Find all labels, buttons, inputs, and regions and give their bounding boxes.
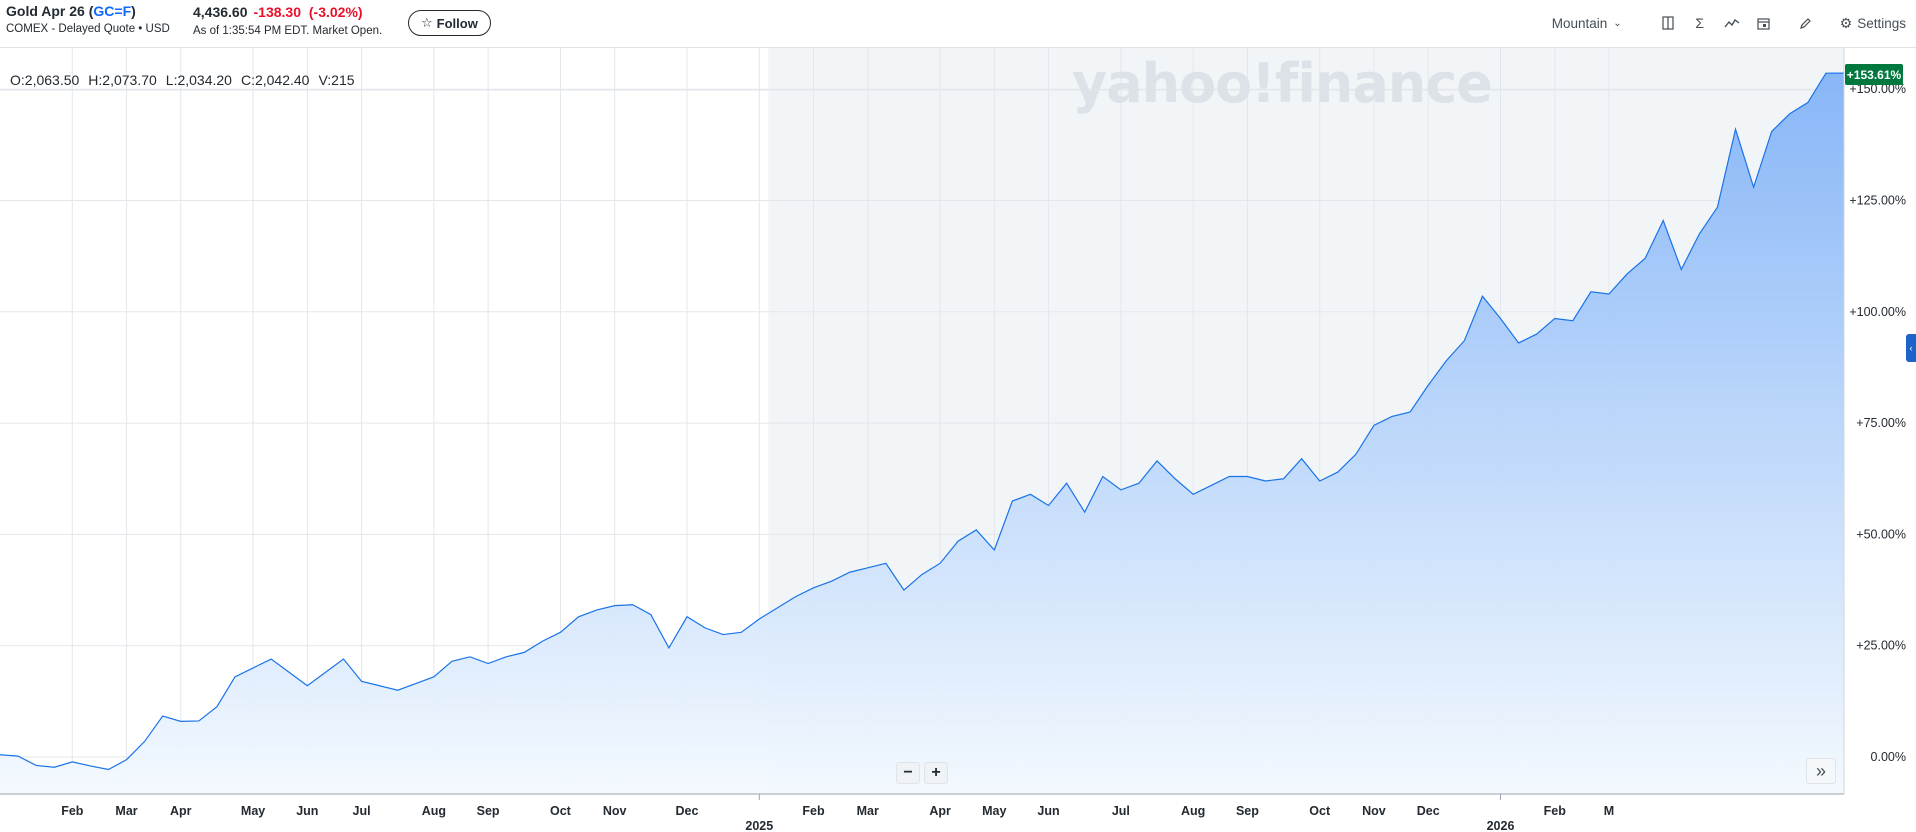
- double-chevron-right-icon: »: [1815, 760, 1826, 781]
- x-tick-label: Mar: [857, 804, 879, 818]
- high-value: H:2,073.70: [88, 72, 157, 88]
- volume-value: V:215: [318, 72, 355, 88]
- x-tick-label: Jul: [353, 804, 371, 818]
- quote-header: Gold Apr 26 (GC=F) COMEX - Delayed Quote…: [0, 0, 1916, 48]
- indicator-icon: [1724, 18, 1740, 28]
- settings-button[interactable]: ⚙ Settings: [1830, 0, 1916, 46]
- indicator-button[interactable]: [1716, 0, 1748, 46]
- x-tick-label: Feb: [1544, 804, 1567, 818]
- chart-type-dropdown[interactable]: Mountain ⌄: [1542, 0, 1632, 46]
- x-tick-label: Jun: [296, 804, 318, 818]
- indicators-sigma-button[interactable]: Σ: [1684, 0, 1716, 46]
- yahoo-finance-watermark: yahoo!finance: [1072, 52, 1493, 115]
- price-change: -138.30: [253, 4, 301, 20]
- chevron-left-icon: ‹: [1909, 343, 1913, 353]
- gear-icon: ⚙: [1839, 14, 1853, 31]
- sigma-icon: Σ: [1695, 15, 1704, 31]
- low-value: L:2,034.20: [165, 72, 232, 88]
- x-tick-label: Oct: [550, 804, 572, 818]
- year-label: 2026: [1487, 819, 1515, 832]
- date-range-button[interactable]: [1748, 0, 1780, 46]
- chevron-down-icon: ⌄: [1613, 17, 1622, 29]
- side-panel-tab[interactable]: ‹: [1906, 334, 1916, 362]
- exchange-label: COMEX - Delayed Quote • USD: [6, 23, 170, 35]
- x-tick-label: Nov: [1362, 804, 1386, 818]
- star-icon: ☆: [421, 15, 433, 30]
- pencil-icon: [1800, 17, 1812, 29]
- x-tick-label: Oct: [1309, 804, 1331, 818]
- minus-icon: −: [903, 764, 913, 781]
- settings-label: Settings: [1857, 15, 1906, 31]
- last-price: 4,436.60: [193, 4, 248, 20]
- price-row: 4,436.60 -138.30 (-3.02%): [193, 4, 382, 21]
- y-tick-label: +125.00%: [1849, 194, 1906, 208]
- y-tick-label: +150.00%: [1849, 82, 1906, 96]
- area-fill: [0, 73, 1844, 794]
- x-tick-label: Feb: [61, 804, 84, 818]
- x-tick-label: Dec: [1417, 804, 1440, 818]
- close-value: C:2,042.40: [240, 72, 310, 88]
- y-tick-label: +100.00%: [1849, 305, 1906, 319]
- symbol-title: Gold Apr 26 (GC=F): [6, 2, 170, 20]
- open-value: O:2,063.50: [10, 72, 80, 88]
- x-tick-label: Jul: [1112, 804, 1130, 818]
- title-prefix: Gold Apr 26 (: [6, 3, 94, 19]
- follow-button[interactable]: ☆ Follow: [408, 10, 491, 36]
- ohlc-readout: O:2,063.50 H:2,073.70 L:2,034.20 C:2,042.40…: [10, 72, 364, 88]
- x-tick-label: Feb: [802, 804, 825, 818]
- ticker-link[interactable]: GC=F: [93, 3, 132, 19]
- zoom-in-button[interactable]: +: [924, 762, 948, 784]
- title-suffix: ): [131, 3, 136, 19]
- symbol-block: Gold Apr 26 (GC=F) COMEX - Delayed Quote…: [6, 2, 170, 38]
- x-tick-label: May: [241, 804, 265, 818]
- price-change-pct: (-3.02%): [308, 4, 363, 20]
- x-tick-label: Dec: [676, 804, 699, 818]
- zoom-out-button[interactable]: −: [896, 762, 920, 784]
- as-of-time: As of 1:35:54 PM EDT. Market Open.: [193, 25, 383, 37]
- compare-button[interactable]: [1652, 0, 1684, 46]
- follow-label: Follow: [436, 15, 478, 31]
- y-tick-label: +50.00%: [1856, 527, 1906, 541]
- price-block: 4,436.60 -138.30 (-3.02%) As of 1:35:54 P…: [193, 4, 382, 37]
- chart-type-label: Mountain: [1551, 15, 1608, 31]
- calendar-icon: [1757, 17, 1770, 30]
- x-tick-label: Mar: [115, 804, 137, 818]
- x-tick-label: Apr: [929, 804, 951, 818]
- x-tick-label: May: [982, 804, 1006, 818]
- x-tick-label: Aug: [1181, 804, 1205, 818]
- chart-toolbar: Mountain ⌄ Σ ⚙ Settings: [1542, 0, 1916, 46]
- x-tick-label: Apr: [170, 804, 192, 818]
- compare-icon: [1662, 16, 1674, 30]
- y-tick-label: 0.00%: [1871, 750, 1906, 764]
- draw-button[interactable]: [1790, 0, 1822, 46]
- current-change-badge: +153.61%: [1845, 64, 1903, 85]
- x-tick-label: Sep: [477, 804, 500, 818]
- scroll-to-latest-button[interactable]: »: [1806, 758, 1836, 784]
- x-tick-label: Nov: [603, 804, 627, 818]
- x-tick-label: Jun: [1037, 804, 1059, 818]
- zoom-controls: − +: [896, 762, 948, 784]
- y-tick-label: +25.00%: [1856, 639, 1906, 653]
- plus-icon: +: [931, 764, 941, 781]
- x-tick-label: M: [1604, 804, 1614, 818]
- x-tick-label: Sep: [1236, 804, 1259, 818]
- year-label: 2025: [745, 819, 773, 832]
- x-tick-label: Aug: [422, 804, 446, 818]
- y-tick-label: +75.00%: [1856, 416, 1906, 430]
